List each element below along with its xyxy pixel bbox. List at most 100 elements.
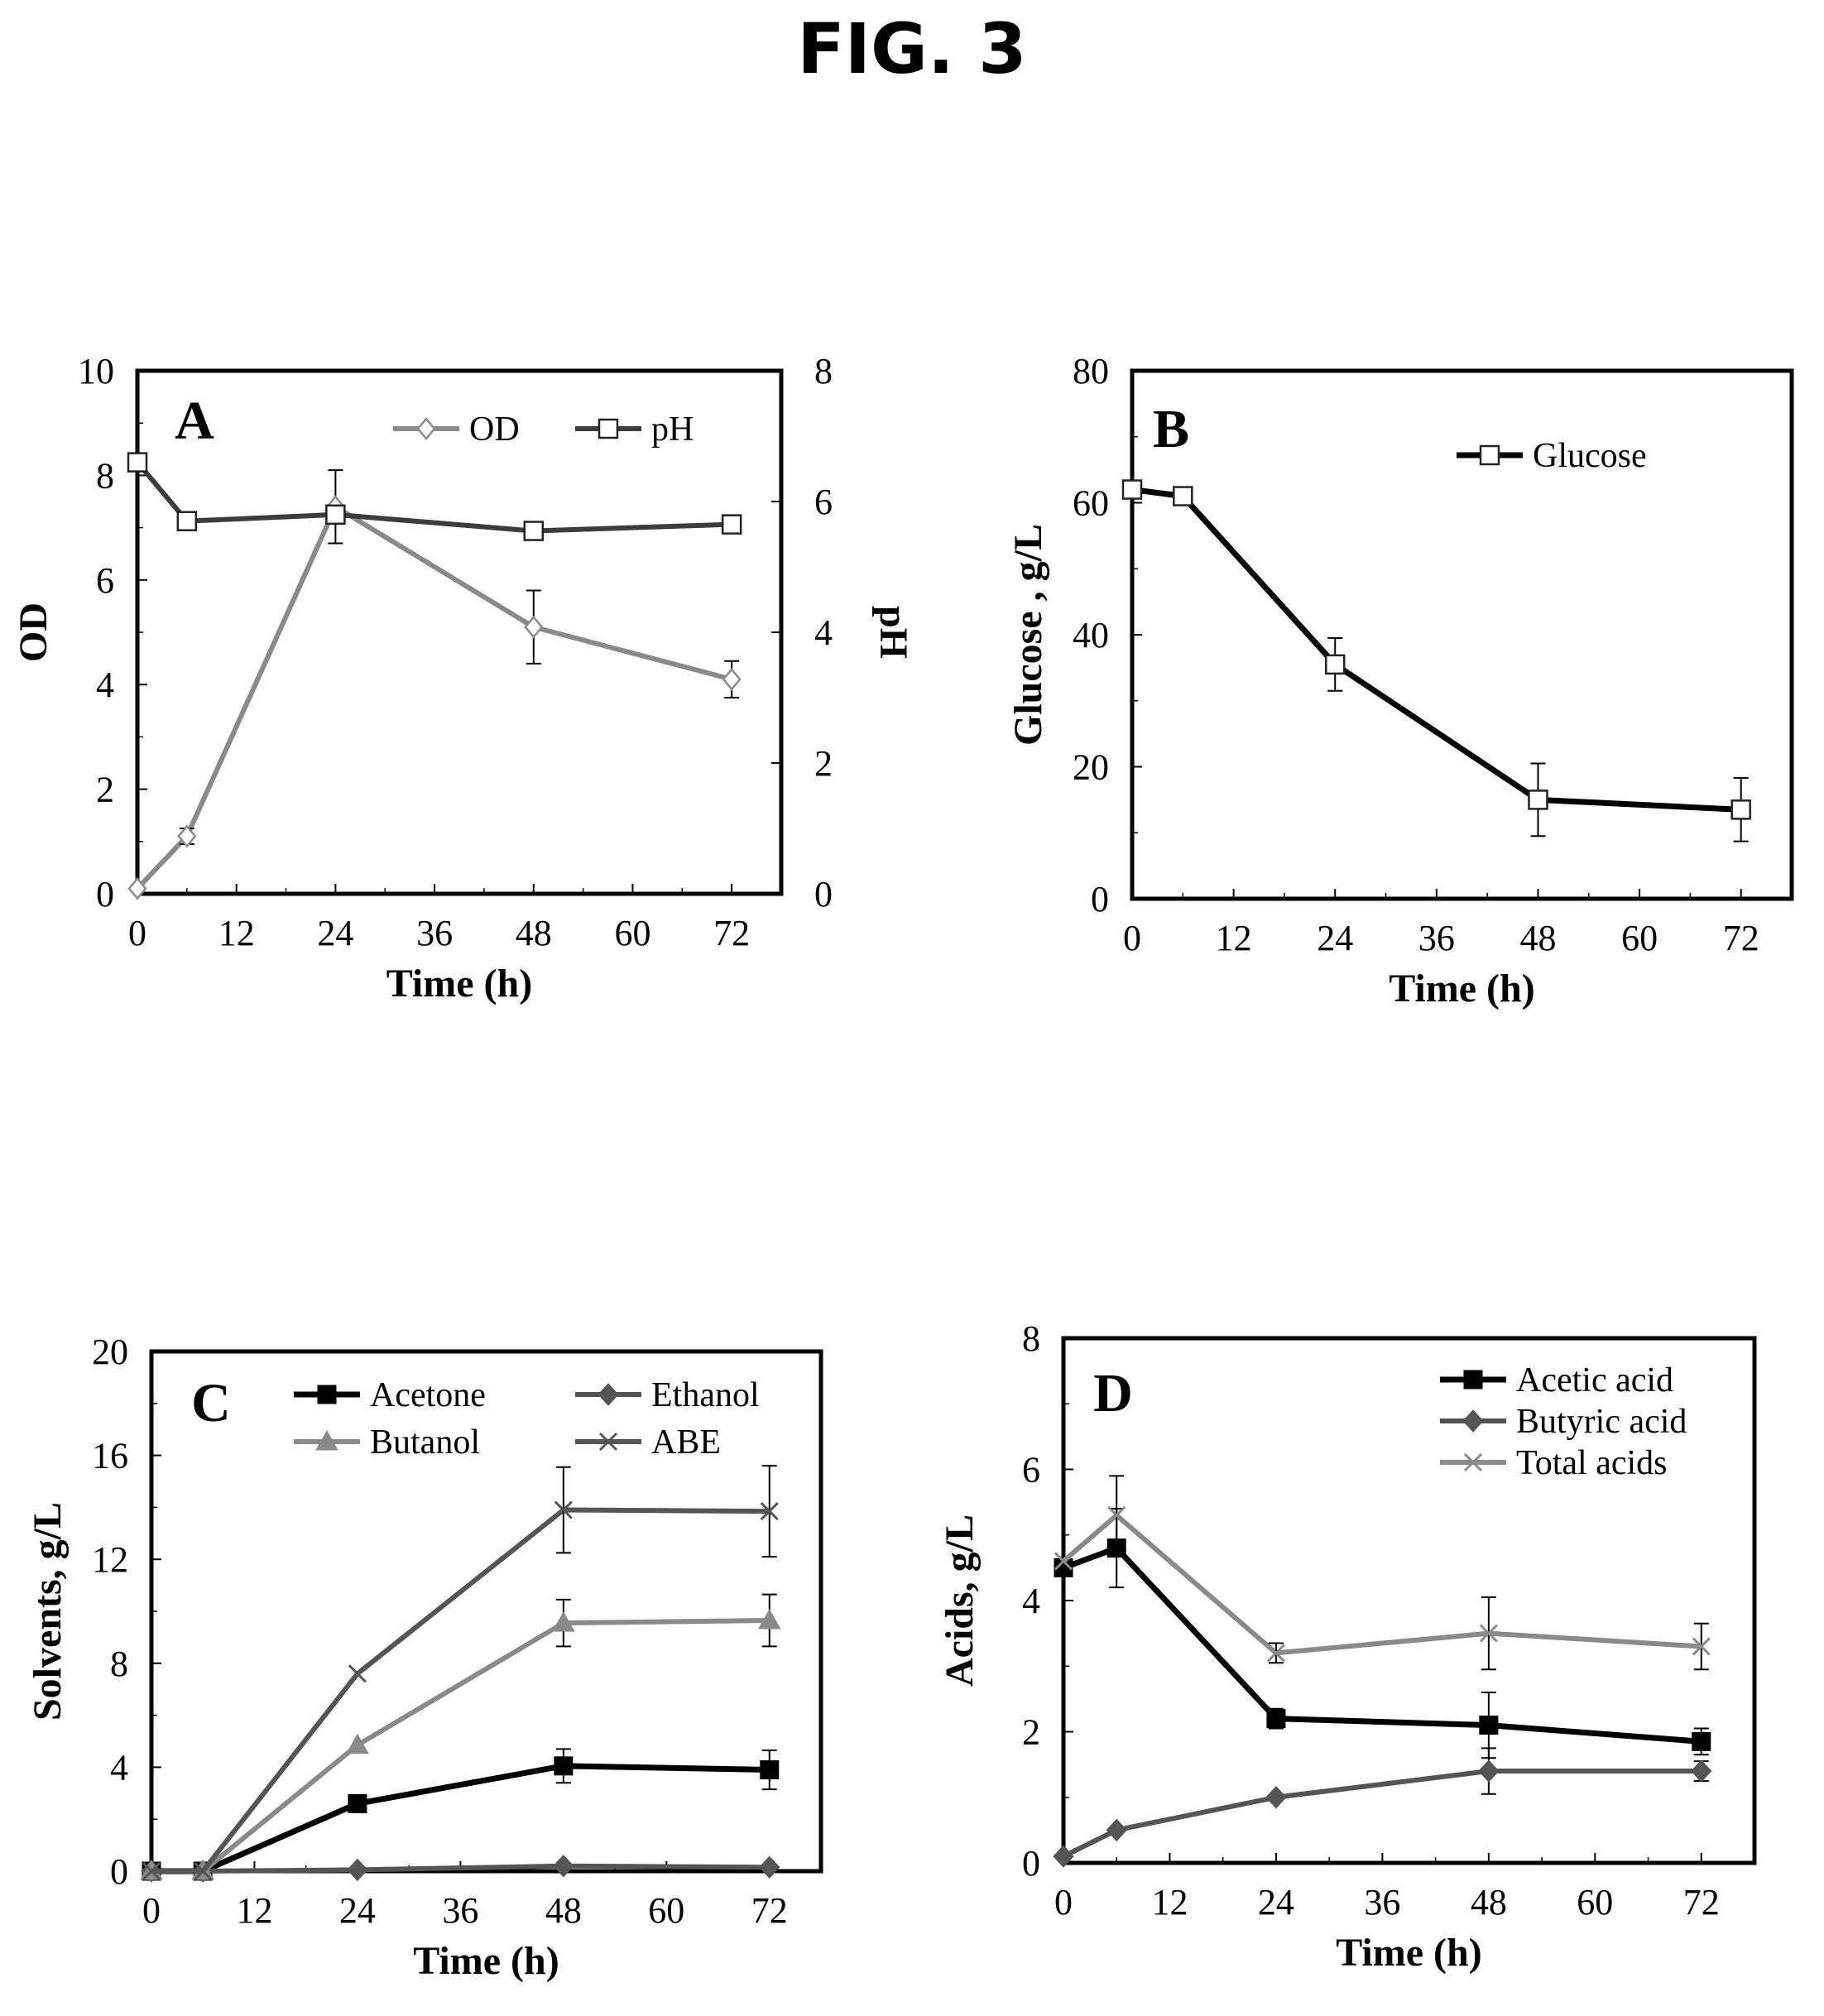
panel-label: D — [1093, 1363, 1133, 1423]
panel-b: 0 12 24 36 48 60 72 0 20 40 60 80 Time (h) Glucose , … — [1006, 351, 1794, 1010]
legend-entry: Butyric acid — [1440, 1403, 1687, 1441]
data-point — [1265, 1786, 1287, 1809]
y-axis-label: Solvents, g/L — [26, 1502, 70, 1721]
y-tick-label: 20 — [92, 1332, 128, 1372]
data-point — [1121, 479, 1143, 500]
y2-tick-label: 2 — [814, 743, 833, 784]
x-tick-label: 12 — [236, 1890, 272, 1931]
data-point — [1528, 790, 1548, 810]
x-axis-label: Time (h) — [1389, 967, 1534, 1010]
legend-entry: Acetone — [294, 1376, 486, 1414]
series-line — [1062, 1769, 1702, 1859]
data-point — [127, 452, 148, 473]
x-tick-label: 48 — [1519, 918, 1556, 958]
x-tick-label: 60 — [1621, 918, 1658, 958]
y2-tick-label: 6 — [814, 482, 833, 522]
y-tick-label: 0 — [1022, 1843, 1040, 1884]
legend-label: Glucose — [1533, 437, 1647, 475]
x-tick-label: 60 — [614, 913, 650, 953]
y-tick-label: 12 — [92, 1539, 128, 1580]
series-total-acids — [1054, 1475, 1711, 1671]
data-point — [1107, 1505, 1126, 1525]
data-point — [348, 1793, 367, 1813]
y-tick-label: 6 — [96, 560, 114, 601]
legend-entry: ABE — [575, 1423, 721, 1462]
x-axis-label: Time (h) — [413, 1939, 559, 1983]
x-tick-label: 60 — [648, 1890, 684, 1931]
y-axis-label: OD — [12, 602, 55, 662]
legend-label: Butanol — [370, 1423, 480, 1462]
x-tick-label: 24 — [317, 913, 353, 953]
plot-frame — [135, 368, 784, 896]
legend-marker — [1479, 444, 1500, 466]
y-tick-label: 0 — [96, 874, 114, 914]
series-od — [127, 469, 742, 900]
data-point — [177, 824, 197, 848]
data-point — [325, 504, 346, 526]
data-point — [1266, 1644, 1285, 1663]
series-line — [135, 504, 732, 890]
y-tick-label: 8 — [1022, 1318, 1040, 1359]
data-point — [1478, 1759, 1500, 1783]
x-tick-label: 12 — [218, 913, 255, 953]
legend-label: Butyric acid — [1516, 1403, 1687, 1441]
y-tick-label: 0 — [1091, 879, 1109, 919]
x-tick-label: 36 — [442, 1890, 478, 1931]
data-point — [523, 521, 545, 541]
data-point — [1054, 1552, 1073, 1571]
legend-entry: Glucose — [1457, 437, 1647, 475]
x-tick-label: 36 — [1364, 1882, 1400, 1922]
legend-marker — [598, 418, 619, 439]
legend-entry: Total acids — [1440, 1444, 1668, 1482]
y-tick-label: 4 — [1022, 1581, 1040, 1621]
x-axis-label: Time (h) — [386, 962, 532, 1006]
x-tick-label: 12 — [1151, 1882, 1188, 1922]
series-line — [1131, 487, 1741, 813]
x-tick-label: 0 — [1123, 918, 1141, 958]
data-point — [1053, 1845, 1074, 1868]
data-point — [1730, 799, 1751, 820]
data-point — [194, 1861, 213, 1881]
y-tick-label: 6 — [1022, 1450, 1040, 1490]
y-tick-label: 80 — [1073, 351, 1109, 391]
plot-frame — [1130, 368, 1794, 901]
y2-tick-label: 8 — [814, 351, 833, 391]
panel-label: C — [191, 1373, 231, 1433]
panel-label: A — [175, 391, 214, 451]
series-glucose — [1121, 479, 1751, 842]
series-line — [151, 1507, 770, 1874]
data-point — [1479, 1716, 1499, 1735]
panel-label: B — [1153, 399, 1189, 459]
x-tick-label: 0 — [128, 913, 146, 953]
series-butyric-acid — [1053, 1747, 1712, 1868]
y2-axis-label: pH — [871, 606, 915, 659]
x-tick-label: 36 — [416, 913, 453, 953]
legend-entry: OD — [393, 410, 520, 449]
legend-label: Acetone — [370, 1376, 486, 1414]
data-point — [1692, 1731, 1711, 1751]
legend-label: Ethanol — [651, 1376, 760, 1414]
data-point — [1106, 1818, 1127, 1842]
data-point — [554, 1500, 573, 1519]
data-point — [142, 1861, 161, 1881]
legend-label: ABE — [651, 1423, 721, 1462]
series-line — [135, 460, 732, 534]
data-point — [1173, 486, 1193, 506]
legend-marker — [598, 1383, 619, 1406]
y-tick-label: 4 — [96, 665, 114, 705]
legend-label: Acetic acid — [1516, 1361, 1673, 1399]
x-tick-label: 12 — [1216, 918, 1252, 958]
data-point — [553, 1854, 574, 1878]
data-point — [759, 1855, 780, 1879]
x-tick-label: 72 — [1723, 918, 1759, 958]
data-point — [1479, 1624, 1498, 1643]
data-point — [346, 1733, 369, 1754]
y-tick-label: 0 — [110, 1851, 128, 1892]
x-tick-label: 48 — [1471, 1882, 1507, 1922]
x-tick-label: 60 — [1577, 1882, 1613, 1922]
data-point — [524, 615, 544, 639]
x-tick-label: 48 — [516, 913, 552, 953]
